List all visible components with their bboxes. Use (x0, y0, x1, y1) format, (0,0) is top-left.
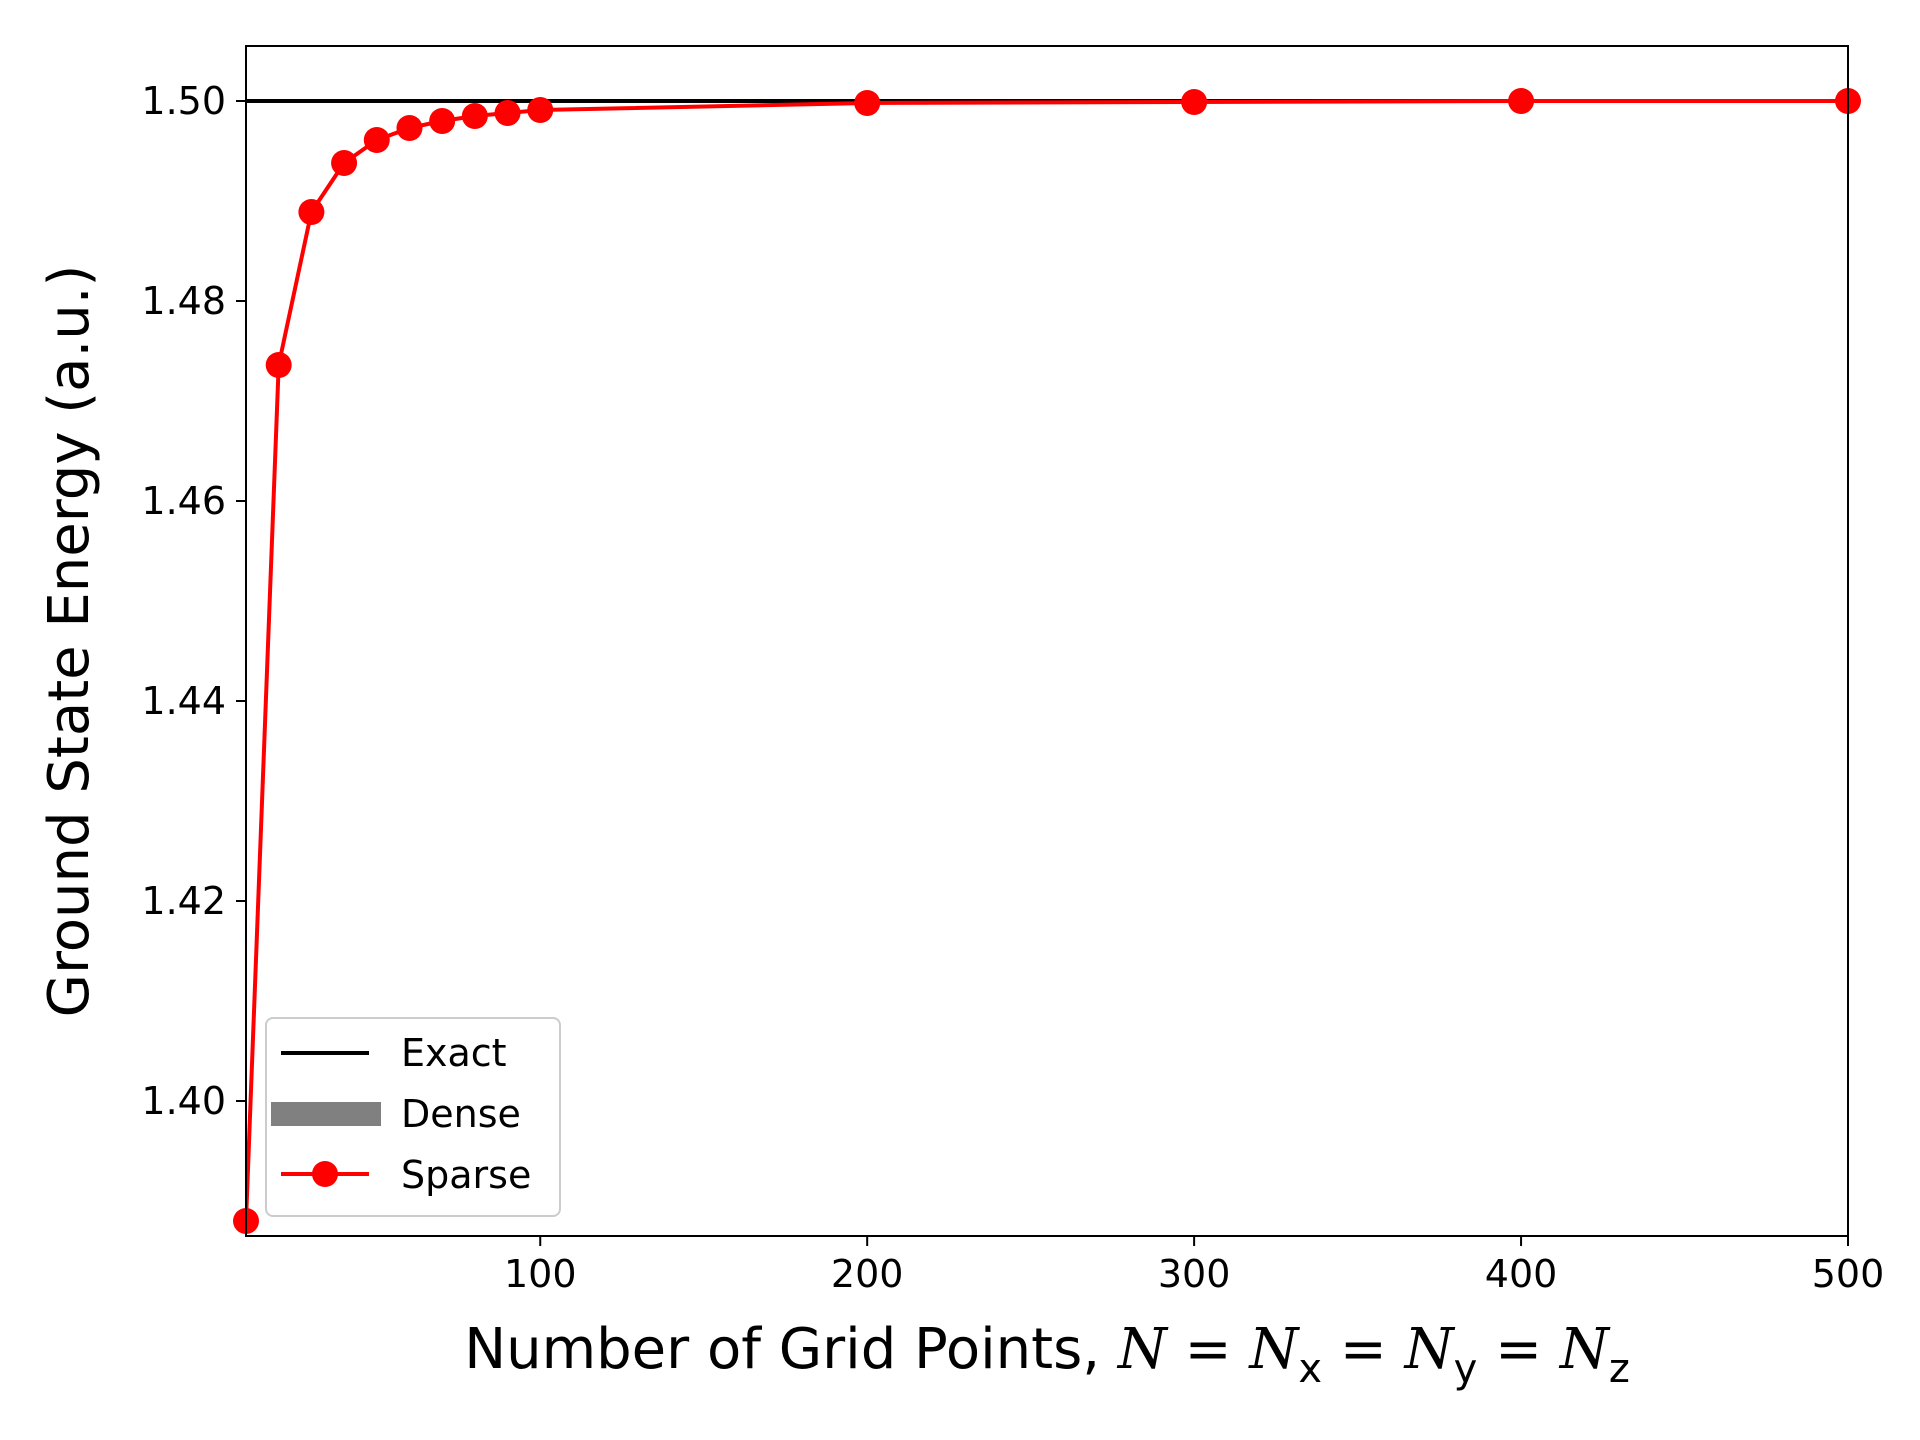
data-point-sparse (1508, 88, 1535, 114)
x-tick-label: 400 (1485, 1252, 1558, 1296)
axes-frame (245, 45, 1849, 1237)
data-point-sparse (461, 103, 488, 129)
markers-layer (233, 88, 1861, 1234)
data-point-sparse (396, 115, 423, 141)
y-tick-label: 1.50 (141, 79, 226, 123)
y-tick-label: 1.48 (141, 279, 226, 323)
data-point-sparse (494, 100, 521, 126)
data-point-sparse (331, 150, 358, 176)
y-axis-ticks: 1.40 1.42 1.44 1.46 1.48 1.50 (141, 79, 246, 1123)
x-tick-label: 500 (1812, 1252, 1885, 1296)
legend-sparse-label: Sparse (401, 1153, 531, 1197)
data-point-sparse (527, 97, 554, 123)
data-point-sparse (429, 108, 456, 134)
legend-box (265, 1017, 561, 1217)
x-tick-label: 200 (831, 1252, 904, 1296)
y-tick-label: 1.42 (141, 879, 226, 923)
x-tick-label: 100 (504, 1252, 577, 1296)
data-point-sparse (854, 90, 881, 116)
data-point-sparse (363, 127, 390, 153)
legend: Exact Dense Sparse (265, 1017, 561, 1217)
y-tick-label: 1.46 (141, 479, 226, 523)
legend-sparse-swatch-marker (312, 1161, 338, 1187)
legend-dense-label: Dense (401, 1092, 521, 1136)
x-tick-label: 300 (1158, 1252, 1231, 1296)
y-tick-label: 1.40 (141, 1079, 226, 1123)
x-axis-title: Number of Grid Points, N = Nx = Ny = Nz (464, 1317, 1630, 1392)
data-point-sparse (298, 199, 325, 225)
y-tick-label: 1.44 (141, 679, 226, 723)
data-point-sparse (265, 352, 292, 378)
data-point-sparse (1181, 89, 1208, 115)
legend-dense-swatch (271, 1102, 381, 1126)
y-axis-title: Ground State Energy (a.u.) (37, 265, 102, 1018)
x-axis-ticks: 100 200 300 400 500 (504, 1236, 1884, 1296)
legend-exact-label: Exact (401, 1031, 507, 1075)
